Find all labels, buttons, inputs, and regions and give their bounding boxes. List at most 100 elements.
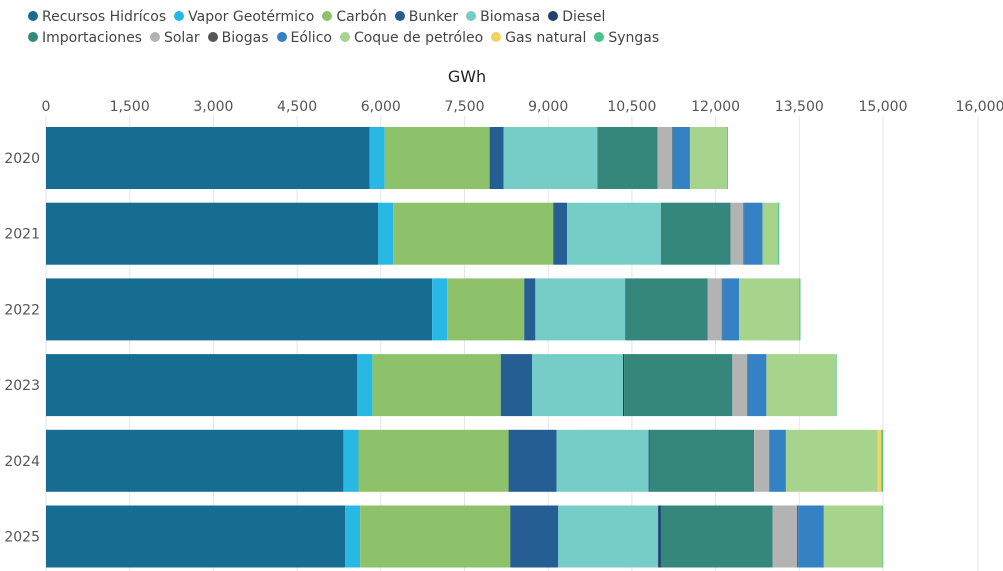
legend-label: Recursos Hidrícos xyxy=(42,9,167,25)
bar-segment xyxy=(432,278,448,341)
legend-item[interactable]: Gas natural xyxy=(491,28,586,49)
bar-segment xyxy=(46,505,346,568)
legend-row: Recursos Hidrícos Vapor Geotérmico Carbón B… xyxy=(28,6,988,27)
legend-item[interactable]: Diesel xyxy=(548,7,605,28)
bar-segment xyxy=(393,202,554,265)
bar-segment xyxy=(510,505,559,568)
legend-swatch xyxy=(207,32,218,42)
bar-segment xyxy=(881,429,883,492)
legend-label: Biomasa xyxy=(480,9,541,25)
bar-segment xyxy=(672,127,673,189)
bar-segment xyxy=(625,278,626,341)
bar-segment xyxy=(772,505,798,568)
bar-segment xyxy=(46,354,358,417)
legend-label: Vapor Geotérmico xyxy=(188,9,315,25)
bar-segment xyxy=(744,202,763,265)
x-tick-label: 15,000 xyxy=(859,99,908,115)
legend-item[interactable]: Recursos Hidrícos xyxy=(28,7,166,28)
legend-label: Importaciones xyxy=(42,30,142,46)
bar-segment xyxy=(503,127,598,189)
bar-segment xyxy=(524,278,536,341)
bar-segment xyxy=(730,202,744,265)
bar-segment xyxy=(798,505,824,568)
bar-segment xyxy=(597,127,658,189)
bar-segment xyxy=(343,429,359,492)
category-labels: 2020 2021 2022 2023 2024 2025 xyxy=(4,151,40,546)
legend-swatch xyxy=(394,11,405,21)
legend-label: Eólico xyxy=(290,30,332,46)
bar-segment xyxy=(532,354,623,417)
legend-label: Bunker xyxy=(408,9,459,25)
bar-segment xyxy=(660,505,773,568)
bar-segment xyxy=(508,429,557,492)
legend-item[interactable]: Syngas xyxy=(594,28,659,49)
legend-item[interactable]: Bunker xyxy=(394,7,459,28)
bar-segment xyxy=(556,429,649,492)
category-label: 2022 xyxy=(4,302,40,318)
bar-segment xyxy=(567,202,661,265)
bar-segment xyxy=(46,202,379,265)
bar-segment xyxy=(743,202,745,265)
legend: Recursos Hidrícos Vapor Geotérmico Carbón B… xyxy=(28,6,988,48)
bar-segment xyxy=(721,278,723,341)
bar-segment xyxy=(553,202,568,265)
bar-segment xyxy=(799,278,801,341)
x-tick-label: 1,500 xyxy=(110,99,150,115)
legend-swatch xyxy=(548,11,559,21)
bar-segment xyxy=(558,505,659,568)
x-tick-label: 6,000 xyxy=(361,99,401,115)
bars xyxy=(46,127,884,568)
legend-swatch xyxy=(28,11,38,21)
bar-segment xyxy=(672,127,690,189)
legend-item[interactable]: Carbón xyxy=(322,7,387,28)
legend-item[interactable]: Vapor Geotérmico xyxy=(174,7,314,28)
legend-swatch xyxy=(339,32,350,42)
legend-label: Syngas xyxy=(608,30,660,46)
x-tick-label: 13,500 xyxy=(775,99,824,115)
category-label: 2021 xyxy=(4,227,40,243)
legend-item[interactable]: Biomasa xyxy=(466,7,540,28)
bar-segment xyxy=(372,354,501,417)
bar-segment xyxy=(769,429,770,492)
bar-segment xyxy=(732,354,748,417)
x-tick-label: 10,500 xyxy=(607,99,656,115)
bar-segment xyxy=(785,429,878,492)
bar-segment xyxy=(46,127,370,189)
bar-segment xyxy=(357,354,373,417)
bar-segment xyxy=(797,505,799,568)
legend-row: Importaciones Solar Biogas Eólico Coque de p… xyxy=(28,27,988,48)
bar-segment xyxy=(648,429,650,492)
bar-segment xyxy=(747,354,767,417)
x-tick-label: 7,500 xyxy=(444,99,484,115)
bar-segment xyxy=(877,429,882,492)
bar-segment xyxy=(447,278,525,341)
bar-segment xyxy=(823,505,883,568)
bar-segment xyxy=(489,127,504,189)
legend-swatch xyxy=(28,32,38,42)
bar-segment xyxy=(739,278,800,341)
legend-swatch xyxy=(594,32,605,42)
bar-segment xyxy=(766,354,837,417)
bar-segment xyxy=(625,278,708,341)
x-tick-label: 9,000 xyxy=(528,99,568,115)
bar-segment xyxy=(369,127,385,189)
x-tick-labels: 0 1,500 3,000 4,500 6,000 7,500 9,000 10,500 12,… xyxy=(42,99,1003,115)
bar-segment xyxy=(762,202,779,265)
legend-item[interactable]: Importaciones xyxy=(28,28,142,49)
category-label: 2023 xyxy=(4,378,40,394)
x-tick-label: 3,000 xyxy=(193,99,233,115)
legend-label: Biogas xyxy=(221,30,269,46)
bar-segment xyxy=(535,278,626,341)
legend-item[interactable]: Solar xyxy=(149,28,200,49)
legend-item[interactable]: Eólico xyxy=(276,28,332,49)
x-tick-label: 4,500 xyxy=(277,99,317,115)
legend-swatch xyxy=(276,32,287,42)
bar-segment xyxy=(726,127,728,189)
legend-swatch xyxy=(322,11,333,21)
bar-segment xyxy=(778,202,780,265)
bar-segment xyxy=(500,354,533,417)
legend-label: Gas natural xyxy=(505,30,587,46)
category-label: 2025 xyxy=(4,530,40,546)
legend-item[interactable]: Biogas xyxy=(207,28,269,49)
legend-item[interactable]: Coque de petróleo xyxy=(339,28,483,49)
